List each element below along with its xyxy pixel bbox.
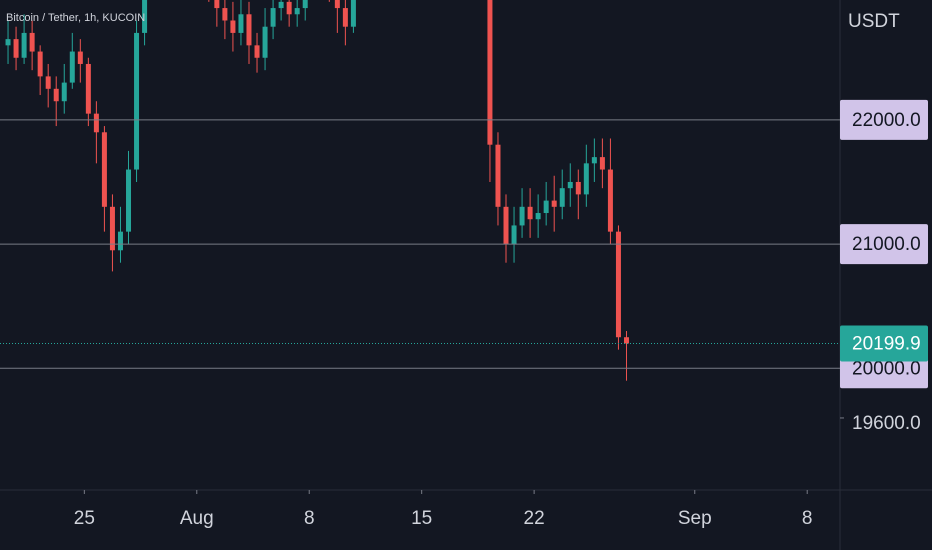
- x-tick-label: 15: [411, 508, 432, 529]
- candle-body: [503, 206, 509, 245]
- candle-body: [45, 76, 51, 89]
- candle-body: [270, 8, 276, 27]
- candle-body: [334, 0, 340, 9]
- candle-body: [527, 206, 533, 220]
- candle-body: [623, 337, 629, 344]
- candle-body: [262, 26, 268, 58]
- candle-body: [93, 113, 99, 133]
- candle-body: [615, 231, 621, 338]
- candle-body: [350, 0, 356, 27]
- candle-body: [302, 0, 308, 9]
- candle-body: [495, 144, 501, 207]
- candles: [5, 0, 629, 381]
- candle-body: [134, 32, 140, 170]
- candle-body: [583, 163, 589, 195]
- candle-body: [117, 231, 123, 251]
- candle-body: [535, 213, 541, 220]
- candle-body: [69, 51, 75, 83]
- candle-body: [37, 51, 43, 77]
- candle-body: [559, 188, 565, 207]
- candle-body: [109, 206, 115, 251]
- candle-body: [101, 132, 107, 207]
- candle-body: [246, 14, 252, 46]
- x-tick-label: 25: [74, 508, 95, 529]
- candle-body: [567, 181, 573, 189]
- candle-body: [238, 14, 244, 33]
- price-line-label: 22000.0: [852, 110, 921, 131]
- price-line-label: 21000.0: [852, 234, 921, 255]
- candle-body: [222, 8, 228, 21]
- candle-body: [13, 39, 19, 58]
- candle-body: [21, 32, 27, 58]
- candle-body: [85, 63, 91, 114]
- candle-body: [126, 169, 132, 232]
- candle-body: [77, 51, 83, 64]
- candle-body: [61, 82, 67, 102]
- y-tick-label: 19600.0: [852, 413, 921, 434]
- x-tick-label: 8: [802, 508, 813, 529]
- candle-body: [278, 1, 284, 9]
- candle-body: [575, 181, 581, 195]
- candle-body: [286, 1, 292, 15]
- x-tick-label: 22: [524, 508, 545, 529]
- candle-body: [511, 225, 517, 245]
- candle-body: [5, 39, 11, 46]
- currency-label: USDT: [848, 11, 900, 32]
- chart-title: Bitcoin / Tether, 1h, KUCOIN: [6, 12, 145, 24]
- x-tick-label: Sep: [678, 508, 712, 529]
- candle-body: [342, 8, 348, 27]
- price-line-box: [840, 224, 928, 265]
- x-tick-label: 8: [304, 508, 315, 529]
- candle-body: [551, 200, 557, 207]
- last-price-label: 20199.9: [852, 333, 921, 354]
- candle-body: [142, 0, 148, 33]
- candle-body: [214, 0, 220, 9]
- candle-body: [254, 45, 260, 58]
- candle-body: [591, 157, 597, 164]
- candle-body: [294, 8, 300, 15]
- candle-body: [599, 157, 605, 170]
- candle-body: [607, 169, 613, 232]
- candle-body: [487, 0, 493, 145]
- candle-body: [230, 20, 236, 33]
- candle-body: [29, 32, 35, 52]
- price-line-box: [840, 99, 928, 140]
- last-price-box: [840, 325, 928, 362]
- price-line-label: 20000.0: [852, 358, 921, 379]
- candle-body: [543, 200, 549, 214]
- x-tick-label: Aug: [180, 508, 214, 529]
- candle-body: [53, 88, 59, 102]
- candle-body: [519, 206, 525, 226]
